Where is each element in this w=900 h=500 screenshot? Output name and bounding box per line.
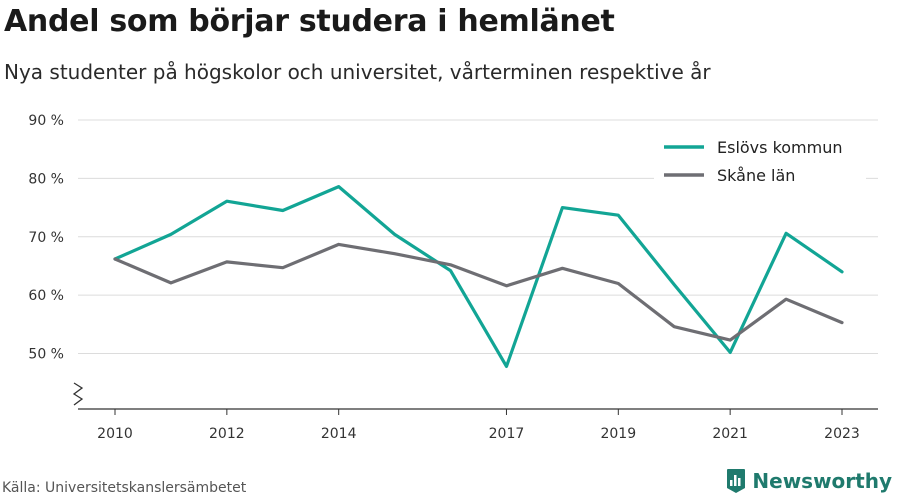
legend: Eslövs kommun Skåne län xyxy=(654,134,866,188)
y-tick-label: 90 % xyxy=(28,113,64,129)
y-tick-label: 60 % xyxy=(28,288,64,304)
series-lines xyxy=(113,185,844,368)
x-tick-label: 2014 xyxy=(321,426,357,442)
brand-logo: Newsworthy xyxy=(724,468,892,494)
x-tick-label: 2010 xyxy=(97,426,133,442)
chart-subtitle: Nya studenter på högskolor och universit… xyxy=(4,60,711,84)
x-tick-label: 2012 xyxy=(209,426,245,442)
x-tick-label: 2019 xyxy=(600,426,636,442)
legend-label: Skåne län xyxy=(717,166,795,185)
source-note: Källa: Universitetskanslersämbetet xyxy=(2,480,247,496)
x-tick-label: 2023 xyxy=(824,426,860,442)
brand-name: Newsworthy xyxy=(752,469,892,493)
bar-chart-logo-icon xyxy=(726,469,746,493)
legend-label: Eslövs kommun xyxy=(717,138,843,157)
axis-break-icon xyxy=(72,382,84,406)
x-tick-label: 2017 xyxy=(489,426,525,442)
y-tick-label: 70 % xyxy=(28,230,64,246)
series-line-0 xyxy=(113,185,844,368)
axes: 50 % 60 % 70 % 80 % 90 % 2010 2012 2014 2017 2019… xyxy=(28,113,878,442)
x-tick-label: 2021 xyxy=(712,426,748,442)
series-line-1 xyxy=(113,242,844,342)
legend-background xyxy=(654,134,866,188)
chart-title: Andel som börjar studera i hemlänet xyxy=(4,4,615,39)
y-tick-label: 80 % xyxy=(28,171,64,187)
y-tick-label: 50 % xyxy=(28,347,64,363)
